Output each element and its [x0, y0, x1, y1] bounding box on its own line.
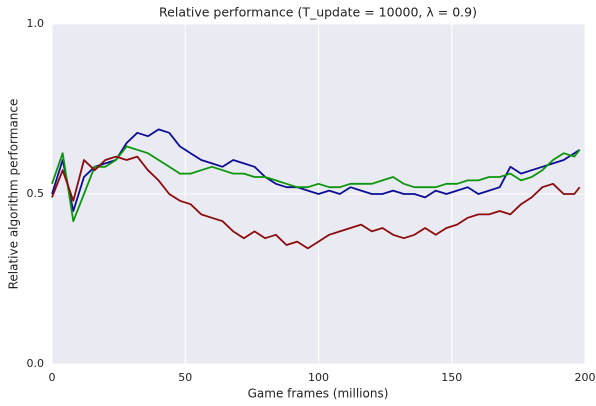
y-tick-label: 0.5 [27, 187, 45, 200]
y-axis-label: Relative algorithm performance [7, 99, 21, 290]
x-axis-label: Game frames (millions) [248, 387, 389, 401]
x-tick-label: 150 [441, 371, 462, 384]
y-tick-label: 1.0 [27, 17, 45, 30]
chart-title: Relative performance (T_update = 10000, … [159, 5, 477, 20]
series-line [51, 128, 581, 212]
series-line [51, 145, 581, 223]
x-tick-label: 50 [178, 371, 192, 384]
x-tick-label: 100 [308, 371, 329, 384]
x-tick-label: 0 [49, 371, 56, 384]
y-tick-label: 0.0 [27, 357, 45, 370]
series-line [51, 155, 581, 250]
x-tick-label: 200 [575, 371, 596, 384]
